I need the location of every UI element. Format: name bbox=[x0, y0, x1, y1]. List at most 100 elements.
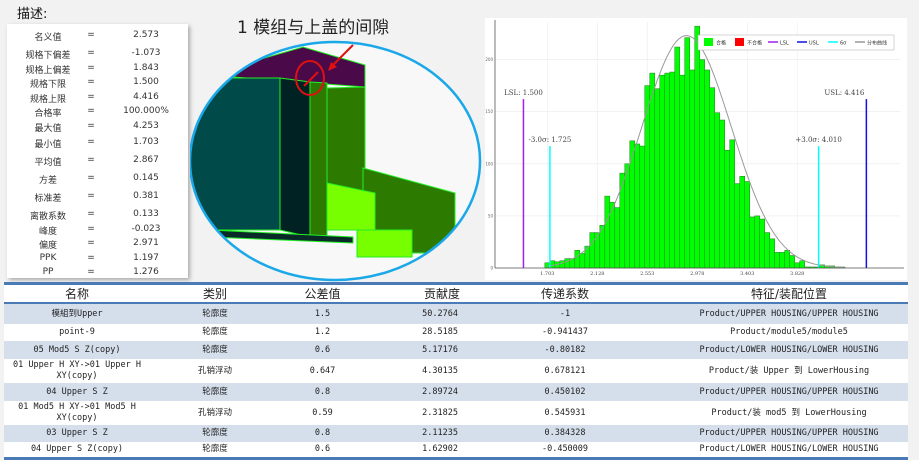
table-cell: 1.62902 bbox=[422, 443, 458, 454]
table-cell: 轮廓度 bbox=[202, 327, 228, 337]
histogram-bar bbox=[769, 238, 775, 269]
column-header[interactable]: 贡献度 bbox=[365, 283, 460, 304]
table-cell: 0.6 bbox=[314, 443, 331, 454]
equals-sign: = bbox=[87, 30, 95, 40]
stat-row: 最小值 = 1.703 bbox=[7, 137, 188, 150]
table-cell: 01 Mod5 H XY->01 Mod5 H XY(copy) bbox=[18, 402, 136, 423]
equals-sign: = bbox=[87, 267, 95, 277]
histogram-bar bbox=[674, 46, 681, 269]
table-row[interactable]: 03 Upper S Z 轮廓度 0.8 2.11235 0.384328 Product… bbox=[4, 425, 908, 442]
histogram-bar bbox=[749, 216, 755, 269]
table-row[interactable]: 04 Upper S Z 轮廓度 0.8 2.89724 0.450102 Product… bbox=[4, 383, 908, 401]
stat-row: 标准差 = 0.381 bbox=[7, 191, 188, 204]
column-header[interactable]: 传递系数 bbox=[460, 283, 670, 304]
table-cell: 0.545931 bbox=[544, 407, 586, 418]
histogram-bar bbox=[699, 59, 706, 269]
column-header[interactable]: 公差值 bbox=[280, 283, 365, 304]
table-cell: point-9 bbox=[59, 327, 95, 337]
equals-sign: = bbox=[87, 48, 95, 58]
histogram-bar bbox=[789, 255, 795, 269]
equals-sign: = bbox=[87, 106, 95, 116]
histogram-bar bbox=[714, 112, 721, 269]
stat-row: 名义值 = 2.573 bbox=[7, 30, 188, 43]
table-cell: 轮廓度 bbox=[202, 308, 228, 319]
assembly-gap-image: 1 模组与上盖的间隙 bbox=[190, 18, 482, 282]
table-row[interactable]: point-9 轮廓度 1.2 28.5185 -0.941437 Product/mod… bbox=[4, 324, 908, 341]
table-cell: 05 Mod5 S Z(copy) bbox=[33, 344, 121, 355]
table-cell: 0.6 bbox=[314, 344, 331, 355]
table-row[interactable]: 04 Upper S Z(copy) 轮廓度 0.6 1.62902 -0.450009… bbox=[4, 442, 908, 458]
column-header[interactable]: 类别 bbox=[150, 283, 280, 304]
stat-label: 平均值 bbox=[34, 158, 62, 168]
equals-sign: = bbox=[87, 121, 95, 131]
equals-sign: = bbox=[87, 209, 95, 219]
table-cell: 轮廓度 bbox=[202, 428, 228, 438]
image-caption: 1 模组与上盖的间隙 bbox=[237, 18, 389, 38]
table-cell: 孔销浮动 bbox=[197, 407, 232, 418]
stat-label: 最小值 bbox=[34, 140, 62, 150]
histogram-bar bbox=[649, 72, 656, 269]
spec-line-label: USL: 4.416 bbox=[824, 89, 865, 97]
equals-sign: = bbox=[87, 155, 95, 165]
legend-label: 6σ bbox=[840, 41, 847, 47]
table-cell: 04 Upper S Z(copy) bbox=[30, 443, 124, 454]
histogram-bar bbox=[739, 176, 745, 269]
stat-label: 规格上限 bbox=[29, 95, 66, 105]
y-tick-label: 100 bbox=[485, 161, 493, 166]
table-cell: Product/LOWER HOUSING/LOWER HOUSING bbox=[699, 344, 879, 355]
stat-label: 偏度 bbox=[38, 241, 57, 251]
stat-value: 2.573 bbox=[133, 30, 159, 40]
stat-row: 规格上偏差 = 1.843 bbox=[7, 63, 188, 76]
column-header[interactable]: 特征/装配位置 bbox=[670, 283, 908, 304]
y-tick-label: 50 bbox=[488, 213, 494, 218]
legend-swatch bbox=[704, 38, 713, 46]
stat-value: -0.023 bbox=[131, 224, 161, 234]
table-cell: 模組到Upper bbox=[51, 308, 103, 319]
table-cell: 2.89724 bbox=[422, 386, 458, 397]
stat-value: 1.843 bbox=[133, 63, 159, 73]
gap-highlight-circle bbox=[295, 60, 325, 96]
histogram-bar bbox=[579, 253, 586, 269]
stat-label: 最大值 bbox=[34, 124, 62, 134]
histogram-bar bbox=[629, 140, 636, 269]
histogram-bar bbox=[759, 218, 765, 269]
histogram-bar bbox=[694, 25, 701, 269]
histogram-bar bbox=[689, 69, 696, 269]
histogram-bar bbox=[754, 215, 760, 269]
histogram-chart: 0 50 100 150 200 1.703 2.128 2.553 2.978 3.403 3.8… bbox=[485, 18, 907, 280]
histogram-bar bbox=[744, 181, 750, 269]
x-tick-label: 3.828 bbox=[790, 271, 804, 277]
table-row[interactable]: 模組到Upper 轮廓度 1.5 50.2764 -1 Product/UPPER HOU… bbox=[4, 303, 908, 324]
stat-value: 4.416 bbox=[133, 92, 159, 102]
column-header[interactable]: 名称 bbox=[4, 283, 150, 304]
stats-panel: 名义值 = 2.573 规格下偏差 = -1.073 规格上偏差 = 1.843 规格下限 = 1.5… bbox=[7, 24, 188, 278]
stat-label: 峰度 bbox=[38, 227, 57, 237]
stat-row: 规格上限 = 4.416 bbox=[7, 92, 188, 105]
histogram-bar bbox=[799, 260, 805, 269]
table-cell: 03 Upper S Z bbox=[46, 428, 108, 438]
table-cell: 28.5185 bbox=[422, 327, 458, 337]
stat-row: 方差 = 0.145 bbox=[7, 173, 188, 186]
histogram-bar bbox=[574, 250, 581, 269]
table-cell: 50.2764 bbox=[422, 308, 458, 319]
stat-value: 1.500 bbox=[133, 77, 159, 87]
histogram-bar bbox=[559, 260, 566, 269]
table-row[interactable]: 01 Upper H XY->01 Upper H XY(copy) 孔销浮动 0.… bbox=[4, 359, 908, 383]
table-row[interactable]: 05 Mod5 S Z(copy) 轮廓度 0.6 5.17176 -0.80182 Pr… bbox=[4, 341, 908, 359]
stat-value: 1.703 bbox=[133, 137, 159, 147]
histogram-bar bbox=[724, 149, 731, 269]
y-tick-label: 0 bbox=[490, 266, 493, 271]
table-cell: Product/UPPER HOUSING/UPPER HOUSING bbox=[699, 386, 879, 397]
stat-row: 合格率 = 100.000% bbox=[7, 106, 188, 119]
table-cell: Product/module5/module5 bbox=[730, 327, 848, 337]
stat-value: -1.073 bbox=[131, 48, 161, 58]
stat-label: 方差 bbox=[38, 176, 57, 186]
equals-sign: = bbox=[87, 191, 95, 201]
stat-value: 1.276 bbox=[133, 267, 159, 277]
histogram-bar bbox=[624, 163, 631, 269]
equals-sign: = bbox=[87, 92, 95, 102]
stat-label: 规格下限 bbox=[29, 80, 66, 90]
equals-sign: = bbox=[87, 173, 95, 183]
stat-label: PPK bbox=[39, 253, 57, 263]
table-row[interactable]: 01 Mod5 H XY->01 Mod5 H XY(copy) 孔销浮动 0.59… bbox=[4, 401, 908, 425]
